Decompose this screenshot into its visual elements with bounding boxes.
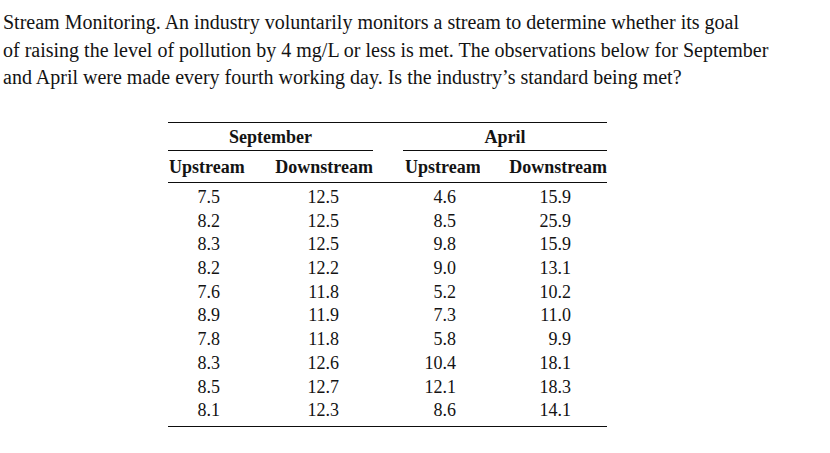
table-body: 7.5 12.5 4.6 15.9 8.2 12.5 8.5 25.9 8.3 … (168, 186, 607, 426)
table-cell: 8.5 (403, 210, 480, 234)
table-cell: 15.9 (480, 233, 607, 257)
table-cell: 7.8 (168, 328, 260, 352)
table-cell: 12.7 (260, 376, 373, 400)
table-cell: 11.8 (260, 328, 373, 352)
table-cell: 18.1 (480, 352, 607, 376)
observations-table: September April Upstream Downstream Upst… (168, 122, 607, 427)
problem-line-2: of raising the level of pollution by 4 m… (3, 37, 768, 65)
page: { "problem": { "lines": [ "Stream Monito… (0, 0, 830, 453)
table-cell: 12.2 (260, 257, 373, 281)
column-header-april-upstream: Upstream (403, 151, 480, 183)
table-cell: 5.8 (403, 328, 480, 352)
table-cell: 8.2 (168, 210, 260, 234)
table-cell: 9.0 (403, 257, 480, 281)
table-cell: 13.1 (480, 257, 607, 281)
table-cell: 12.5 (260, 233, 373, 257)
table-cell: 10.4 (403, 352, 480, 376)
table-row: 8.1 12.3 8.6 14.1 (168, 399, 607, 423)
table-cell: 7.3 (403, 304, 480, 328)
table-cell: 9.8 (403, 233, 480, 257)
problem-line-1: Stream Monitoring. An industry voluntari… (3, 9, 768, 37)
table-cell: 5.2 (403, 281, 480, 305)
table-row: 7.6 11.8 5.2 10.2 (168, 281, 607, 305)
table-cell: 11.0 (480, 304, 607, 328)
table-row: 8.2 12.5 8.5 25.9 (168, 210, 607, 234)
table-cell: 9.9 (480, 328, 607, 352)
table-row: 7.5 12.5 4.6 15.9 (168, 186, 607, 210)
table-row: 8.3 12.5 9.8 15.9 (168, 233, 607, 257)
group-header-september: September (168, 123, 373, 151)
group-header-april: April (403, 123, 607, 151)
table-cell: 18.3 (480, 376, 607, 400)
table-row: 8.2 12.2 9.0 13.1 (168, 257, 607, 281)
problem-line-3: and April were made every fourth working… (3, 64, 768, 92)
table-cell: 8.3 (168, 233, 260, 257)
column-header-september-upstream: Upstream (168, 151, 260, 183)
table-cell: 8.6 (403, 399, 480, 423)
table-row: 7.8 11.8 5.8 9.9 (168, 328, 607, 352)
table-row: 8.5 12.7 12.1 18.3 (168, 376, 607, 400)
column-header-april-downstream: Downstream (480, 151, 607, 183)
table-cell: 12.5 (260, 186, 373, 210)
table-cell: 7.5 (168, 186, 260, 210)
table-cell: 12.5 (260, 210, 373, 234)
table-row: 8.3 12.6 10.4 18.1 (168, 352, 607, 376)
table-cell: 8.5 (168, 376, 260, 400)
table-cell: 10.2 (480, 281, 607, 305)
table-cell: 4.6 (403, 186, 480, 210)
table-cell: 14.1 (480, 399, 607, 423)
column-header-september-downstream: Downstream (260, 151, 373, 183)
column-gap (373, 123, 403, 151)
table-cell: 8.2 (168, 257, 260, 281)
table-cell: 12.6 (260, 352, 373, 376)
table-cell: 12.1 (403, 376, 480, 400)
column-gap (373, 151, 403, 183)
table-cell: 8.3 (168, 352, 260, 376)
table-cell: 15.9 (480, 186, 607, 210)
table-group-header-row: September April (168, 123, 607, 151)
table-column-header-row: Upstream Downstream Upstream Downstream (168, 151, 607, 184)
table-cell: 11.9 (260, 304, 373, 328)
table-cell: 8.1 (168, 399, 260, 423)
table-row: 8.9 11.9 7.3 11.0 (168, 304, 607, 328)
table-cell: 11.8 (260, 281, 373, 305)
table-cell: 8.9 (168, 304, 260, 328)
problem-statement: Stream Monitoring. An industry voluntari… (3, 9, 768, 92)
table-cell: 12.3 (260, 399, 373, 423)
table-cell: 25.9 (480, 210, 607, 234)
table-cell: 7.6 (168, 281, 260, 305)
